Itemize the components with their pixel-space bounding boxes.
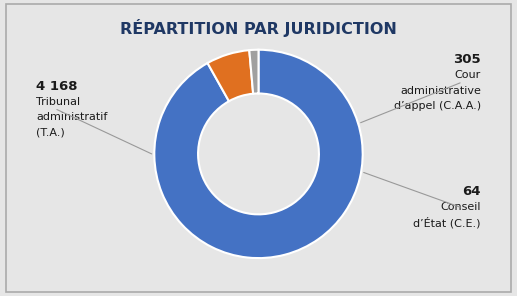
Text: administrative: administrative [400, 86, 481, 96]
Text: d’État (C.E.): d’État (C.E.) [413, 217, 481, 228]
Wedge shape [154, 50, 363, 258]
Text: (T.A.): (T.A.) [36, 128, 65, 138]
Text: Cour: Cour [454, 70, 481, 80]
Wedge shape [249, 50, 258, 94]
Text: 4 168: 4 168 [36, 80, 78, 93]
Text: RÉPARTITION PAR JURIDICTION: RÉPARTITION PAR JURIDICTION [120, 19, 397, 37]
Text: Tribunal: Tribunal [36, 97, 80, 107]
Text: Conseil: Conseil [440, 202, 481, 212]
Text: 64: 64 [462, 185, 481, 198]
Wedge shape [207, 50, 253, 101]
Text: administratif: administratif [36, 112, 108, 122]
Text: d’appel (C.A.A.): d’appel (C.A.A.) [393, 101, 481, 111]
Text: 305: 305 [453, 53, 481, 66]
